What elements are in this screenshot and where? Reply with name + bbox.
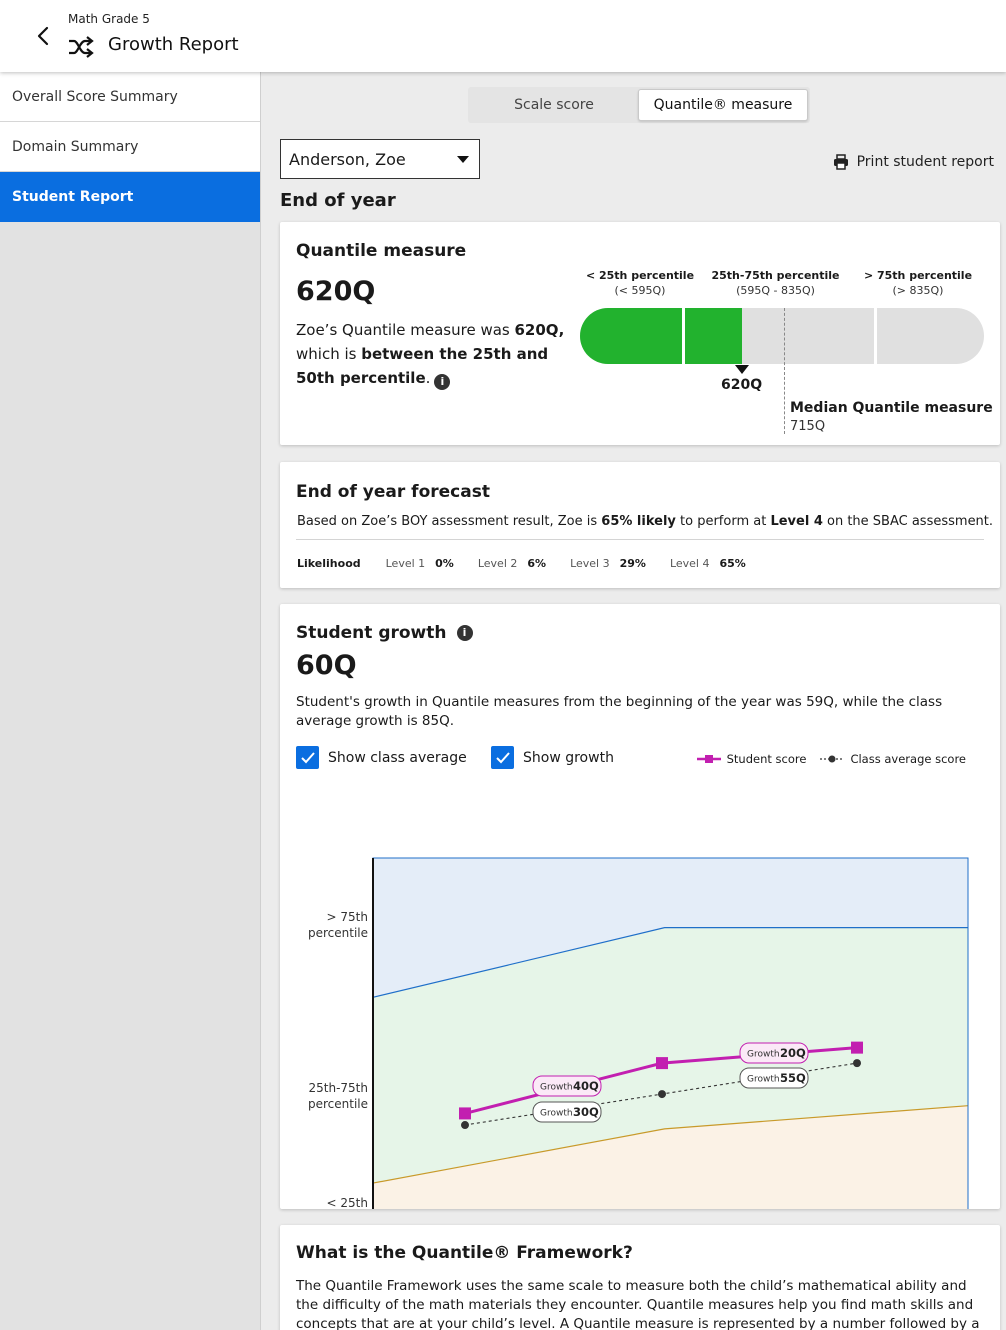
print-report-button[interactable]: Print student report (833, 154, 994, 170)
sidebar: Overall Score Summary Domain Summary Stu… (0, 72, 261, 1330)
band-low-header: < 25th percentile (< 595Q) (585, 269, 695, 297)
band-middle (373, 927, 968, 1184)
y-band-label: 25th-75th percentile (308, 1081, 368, 1111)
level-value: 29% (619, 557, 646, 570)
level-value: 6% (527, 557, 547, 570)
quantile-framework-card: What is the Quantile® Framework? The Qua… (280, 1225, 1000, 1330)
info-icon[interactable]: i (456, 625, 473, 641)
printer-icon (833, 154, 848, 170)
sidebar-item-overall-score-summary[interactable]: Overall Score Summary (0, 72, 260, 122)
median-title: Median Quantile measure (790, 400, 993, 416)
percentile-bar (580, 308, 984, 364)
forecast-card: End of year forecast Based on Zoe’s BOY … (280, 462, 1000, 588)
level-label: Level 4 (669, 557, 710, 570)
shuffle-icon (68, 36, 94, 58)
band-high-header: > 75th percentile (> 835Q) (863, 269, 973, 297)
level-label: Level 1 (385, 557, 426, 570)
growth-label-value: 30Q (573, 1105, 599, 1119)
show-class-average-checkbox[interactable]: Show class average (296, 746, 467, 769)
likelihood-row: Likelihood Level 1 0% Level 2 6% Level 3… (297, 557, 770, 570)
growth-description: Student's growth in Quantile measures fr… (296, 694, 943, 729)
band-mid-header: 25th-75th percentile (595Q - 835Q) (711, 269, 840, 297)
growth-title: Student growth (296, 623, 447, 643)
framework-text: The Quantile Framework uses the same sca… (296, 1278, 980, 1330)
growth-title-row: Student growth i (296, 623, 473, 643)
legend-class-average: Class average score (850, 752, 966, 766)
info-icon[interactable]: i (434, 374, 451, 390)
period-label: End of year (280, 190, 396, 211)
quantile-value: 620Q (296, 276, 376, 307)
growth-value: 60Q (296, 650, 357, 681)
growth-label-prefix: Growth (747, 1075, 780, 1085)
quantile-description: Zoe’s Quantile measure was 620Q, which i… (296, 321, 565, 390)
level-value: 65% (719, 557, 746, 570)
level-value: 0% (435, 557, 454, 570)
score-marker (735, 365, 749, 374)
growth-label-value: 40Q (573, 1079, 599, 1093)
framework-title: What is the Quantile® Framework? (296, 1243, 633, 1263)
growth-label-value: 55Q (780, 1071, 806, 1085)
class-average-point (461, 1121, 469, 1130)
chart-legend: Student score Class average score (696, 752, 966, 766)
growth-label-value: 20Q (780, 1046, 806, 1060)
growth-label-pill (739, 1067, 809, 1089)
page-title: Growth Report (108, 34, 239, 55)
level-label: Level 2 (477, 557, 518, 570)
student-score-legend-icon (696, 755, 721, 763)
checkmark-icon (296, 746, 319, 769)
score-marker-label: 620Q (721, 377, 763, 393)
toggle-quantile-measure[interactable]: Quantile® measure (638, 89, 808, 121)
quantile-measure-card: Quantile measure 620Q Zoe’s Quantile mea… (280, 222, 1000, 445)
divider (296, 539, 984, 540)
back-arrow-icon[interactable] (32, 24, 56, 48)
checkbox-label: Show class average (328, 749, 467, 766)
growth-label-pill (739, 1042, 809, 1064)
class-average-point (658, 1090, 666, 1099)
chevron-down-icon (457, 156, 469, 163)
student-score-point (851, 1041, 863, 1054)
show-growth-checkbox[interactable]: Show growth (491, 746, 614, 769)
level-label: Level 3 (570, 557, 610, 570)
growth-label-prefix: Growth (747, 1050, 780, 1060)
sidebar-item-domain-summary[interactable]: Domain Summary (0, 122, 260, 172)
median-value: 715Q (790, 419, 826, 434)
score-type-toggle: Scale score Quantile® measure (468, 87, 810, 123)
app-header: Math Grade 5 Growth Report (0, 0, 1006, 72)
checkmark-icon (491, 746, 514, 769)
forecast-title: End of year forecast (296, 482, 490, 502)
band-lower-boundary (372, 1105, 969, 1184)
growth-label-pill (532, 1101, 602, 1123)
class-average-legend-icon (820, 755, 845, 763)
forecast-text: Based on Zoe’s BOY assessment result, Zo… (297, 514, 994, 529)
student-score-point (459, 1107, 471, 1120)
legend-student-score: Student score (726, 752, 807, 766)
print-label: Print student report (856, 154, 994, 170)
student-select[interactable]: Anderson, Zoe (280, 139, 480, 179)
class-average-point (853, 1059, 861, 1068)
checkbox-label: Show growth (523, 749, 614, 766)
student-select-value: Anderson, Zoe (289, 149, 406, 169)
likelihood-label: Likelihood (297, 557, 361, 570)
percentile-bar-fill (580, 308, 742, 364)
y-band-label: > 75th percentile (308, 910, 368, 940)
band-separator (874, 308, 877, 364)
growth-label-pill (532, 1075, 602, 1097)
growth-label-prefix: Growth (540, 1109, 573, 1119)
median-line (784, 308, 785, 434)
toggle-scale-score[interactable]: Scale score (514, 97, 594, 113)
student-growth-card: > 75th percentile 25th-75th percentile < 25t… (280, 604, 1000, 1267)
growth-label-prefix: Growth (540, 1083, 573, 1093)
sidebar-item-student-report[interactable]: Student Report (0, 172, 260, 222)
band-upper-boundary (372, 927, 968, 998)
band-separator (682, 308, 685, 364)
quantile-card-title: Quantile measure (296, 241, 467, 261)
student-score-point (656, 1057, 668, 1070)
main-content: Scale score Quantile® measure Anderson, … (261, 72, 1006, 1330)
breadcrumb: Math Grade 5 (68, 12, 150, 26)
